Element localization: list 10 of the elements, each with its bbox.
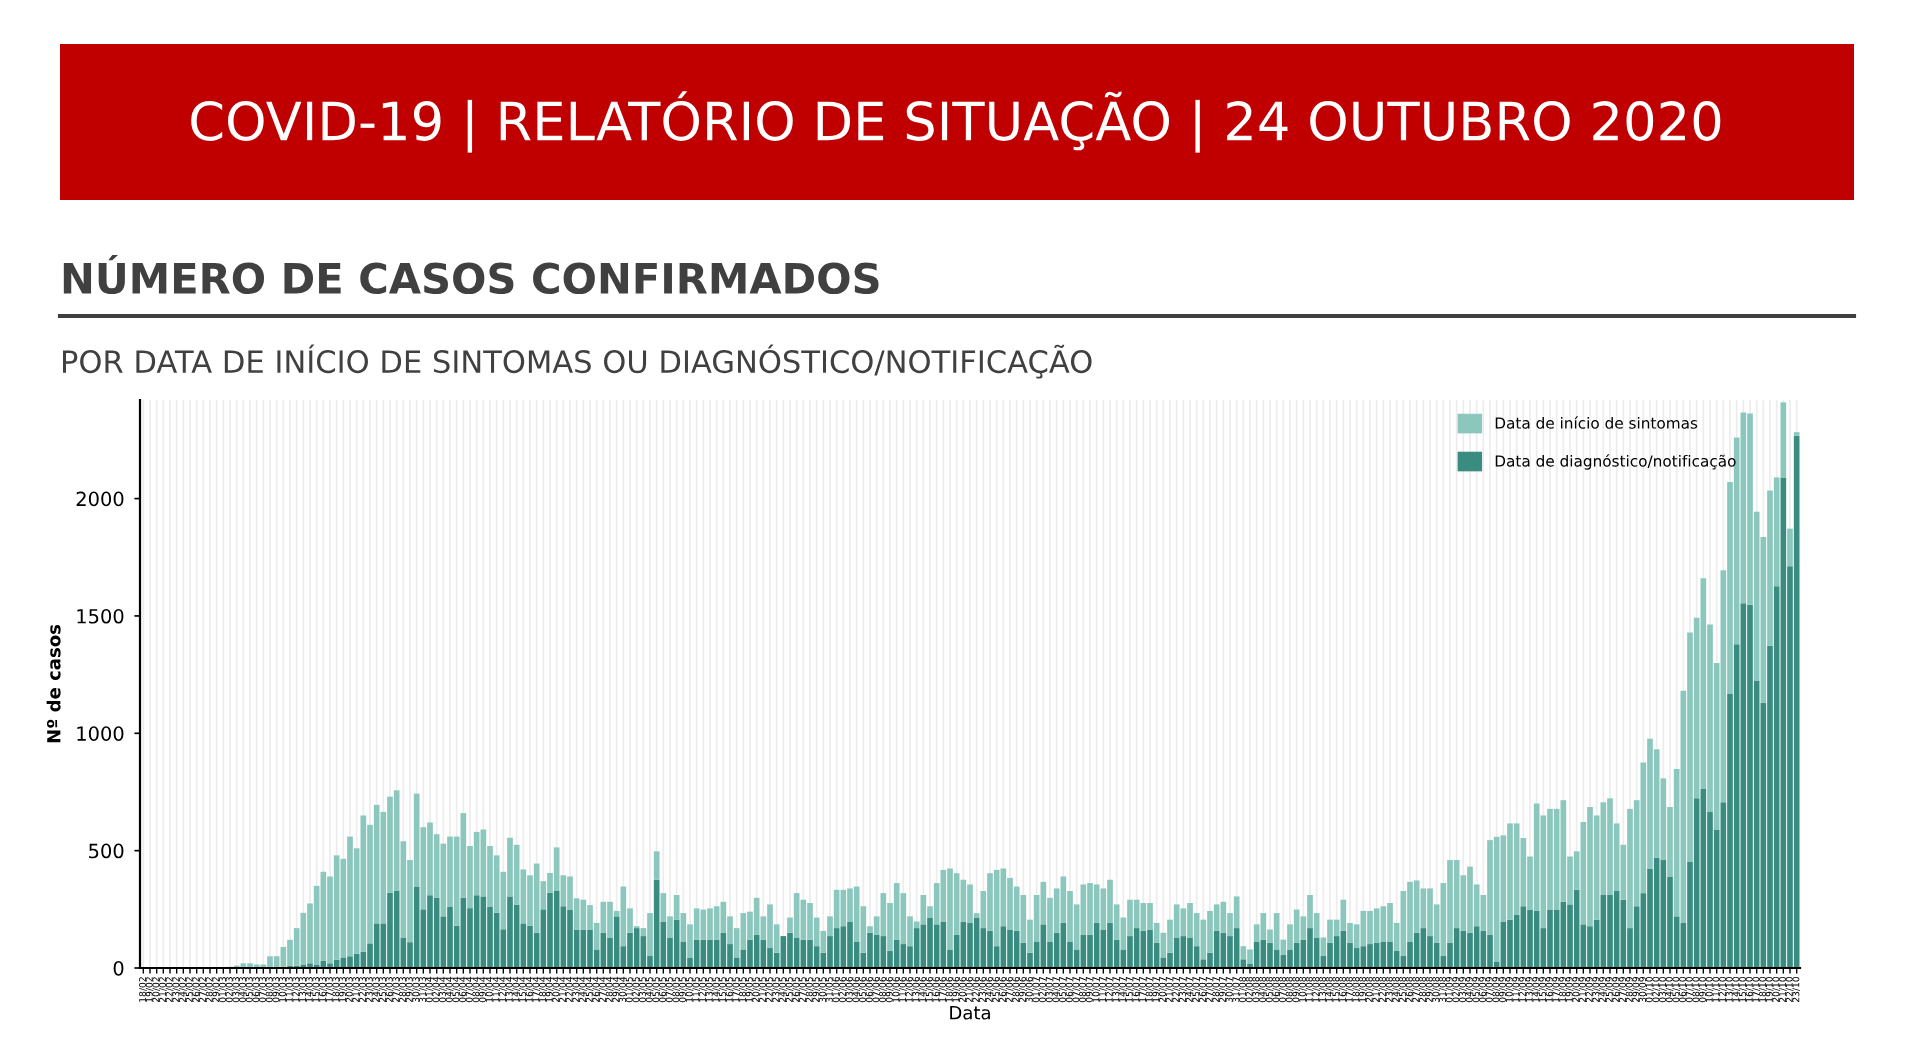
- y-tick-label: 500: [89, 843, 124, 859]
- x-axis-title: Data: [950, 1006, 990, 1020]
- chart-subtitle: NÚMERO DE CASOS CONFIRMADOS: [63, 254, 879, 295]
- y-axis-title: Nº de casos: [46, 624, 61, 743]
- y-tick-label: 0: [113, 960, 124, 976]
- y-tick-label: 1000: [77, 726, 124, 741]
- y-tick-label: 1500: [77, 608, 124, 624]
- text: POR DATA DE INÍCIO DE SINTOMAS OU DIAGNÓSTICO/NOTIFICAÇÃO: [63, 344, 1092, 379]
- y-tick-label: 2000: [76, 491, 124, 507]
- chart-title: COVID-19 | RELATÓRIO DE SITUAÇÃO | 24 OUTUBRO 2020: [191, 91, 1721, 153]
